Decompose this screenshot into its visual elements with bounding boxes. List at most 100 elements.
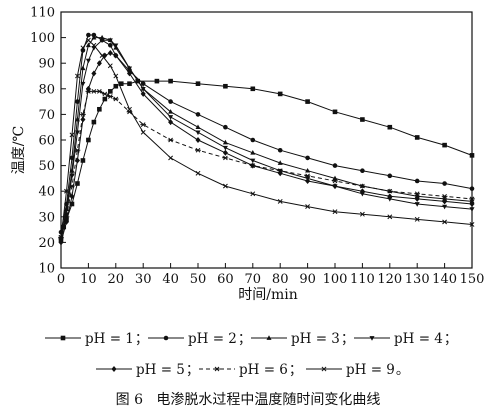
data-point xyxy=(195,130,201,136)
series-5 xyxy=(58,49,475,246)
legend-separator: ； xyxy=(135,331,149,347)
data-point xyxy=(140,90,146,97)
legend-marker xyxy=(163,335,169,341)
data-point xyxy=(154,78,160,84)
data-point xyxy=(222,149,228,156)
data-point xyxy=(113,73,119,79)
y-tick-label: 80 xyxy=(38,82,55,97)
series-line xyxy=(60,34,473,233)
data-point xyxy=(469,201,475,207)
data-point xyxy=(442,181,447,186)
data-point xyxy=(113,43,119,49)
data-point xyxy=(91,34,97,40)
data-point xyxy=(74,147,81,153)
data-point xyxy=(80,116,86,123)
data-point xyxy=(332,209,338,215)
data-point xyxy=(75,181,80,186)
data-point xyxy=(99,34,105,40)
legend-item: pH = 4； xyxy=(354,331,457,347)
series-6 xyxy=(58,89,475,240)
data-point xyxy=(96,89,103,94)
data-point xyxy=(250,86,256,92)
data-point xyxy=(359,183,366,189)
data-point xyxy=(223,124,228,130)
data-point xyxy=(414,191,421,197)
data-point xyxy=(69,183,75,189)
legend-separator: 。 xyxy=(396,362,410,378)
data-point xyxy=(63,218,70,225)
legend-item: pH = 6； xyxy=(199,362,302,378)
data-point xyxy=(277,91,283,97)
y-tick-label: 110 xyxy=(30,6,55,21)
x-axis-title: 时间/min xyxy=(238,287,298,303)
x-tick-label: 90 xyxy=(299,272,316,287)
data-point xyxy=(386,188,393,194)
x-tick-label: 80 xyxy=(272,272,289,287)
data-point xyxy=(108,89,113,94)
data-point xyxy=(277,160,283,165)
data-point xyxy=(277,168,284,174)
data-point xyxy=(168,115,174,120)
y-tick-label: 10 xyxy=(38,262,55,277)
x-tick-label: 130 xyxy=(405,272,430,287)
data-point xyxy=(387,193,393,200)
plot-frame xyxy=(60,11,473,269)
data-point xyxy=(99,38,105,43)
data-point xyxy=(469,153,475,158)
data-point xyxy=(387,173,393,179)
data-point xyxy=(168,155,174,161)
data-point xyxy=(304,173,311,179)
y-tick-label: 20 xyxy=(38,236,55,251)
y-tick-label: 60 xyxy=(38,134,55,149)
data-point xyxy=(250,150,256,155)
data-point xyxy=(69,201,75,207)
data-point xyxy=(250,191,256,197)
data-point xyxy=(442,196,448,201)
x-tick-label: 40 xyxy=(162,272,179,287)
data-point xyxy=(107,49,113,56)
series-4 xyxy=(58,38,475,243)
legend-marker xyxy=(60,335,66,341)
data-point xyxy=(140,81,146,86)
data-point xyxy=(168,109,174,114)
data-point xyxy=(85,89,92,94)
data-point xyxy=(91,89,97,94)
data-point xyxy=(195,137,201,143)
legend-label: pH = 1 xyxy=(85,331,134,347)
data-point xyxy=(195,147,201,153)
data-point xyxy=(305,204,311,209)
series-line xyxy=(60,39,473,238)
legend-marker xyxy=(321,366,327,372)
x-tick-label: 150 xyxy=(460,272,485,287)
data-point xyxy=(414,202,420,207)
figure-caption: 图 6 电渗脱水过程中温度随时间变化曲线 xyxy=(116,392,381,408)
legend-separator: ； xyxy=(289,362,303,378)
legend-item: pH = 2； xyxy=(148,331,251,347)
data-point xyxy=(107,38,113,43)
data-point xyxy=(80,112,86,117)
data-point xyxy=(442,219,448,225)
data-point xyxy=(250,137,256,143)
data-point xyxy=(168,78,173,84)
data-point xyxy=(140,122,147,127)
data-point xyxy=(332,109,338,115)
series-7 xyxy=(58,37,475,240)
y-tick-label: 90 xyxy=(38,57,55,72)
data-point xyxy=(442,142,447,148)
data-point xyxy=(113,83,119,89)
series-line xyxy=(60,39,473,240)
data-point xyxy=(360,168,365,174)
data-point xyxy=(277,170,283,177)
data-point xyxy=(441,193,448,199)
data-point xyxy=(414,178,420,184)
data-point xyxy=(99,53,105,58)
chart-axes xyxy=(60,11,473,269)
data-point xyxy=(277,147,283,153)
data-point xyxy=(359,191,365,197)
data-point xyxy=(75,99,80,104)
data-point xyxy=(80,45,86,51)
data-point xyxy=(469,207,475,212)
data-point xyxy=(80,65,86,71)
x-tick-label: 10 xyxy=(80,272,97,287)
